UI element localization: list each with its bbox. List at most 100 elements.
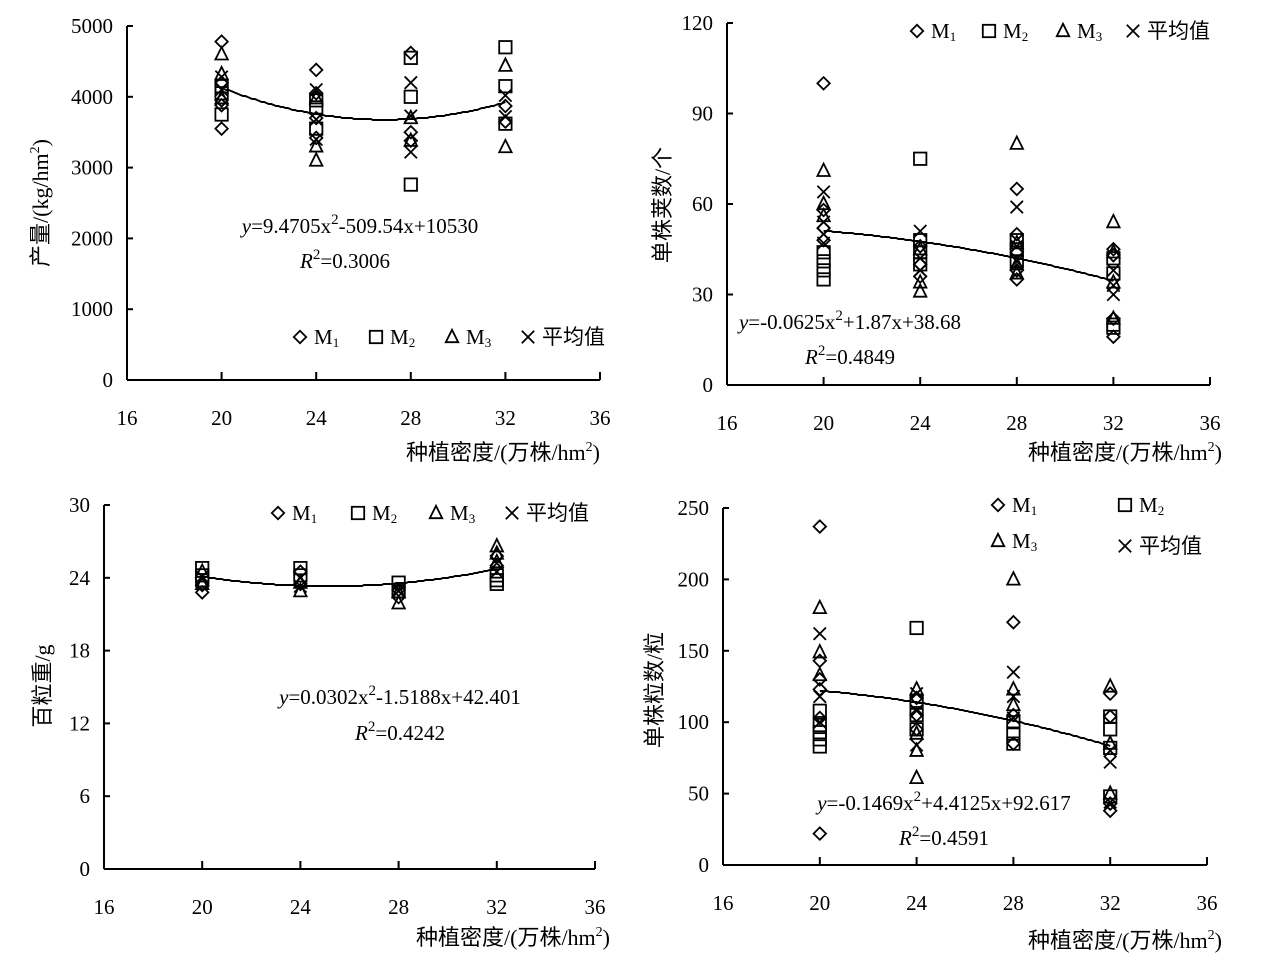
diamond-marker [1102,709,1118,724]
y-axis-title-main: 百粒重/g [30,644,55,727]
legend-triangle-marker [444,327,460,344]
legend-triangle-marker [428,503,444,520]
x-tick-label: 36 [585,895,606,919]
legend-label: M1 [931,19,956,44]
equation-y: y [815,791,827,815]
x-axis-title-sup: 2 [1208,928,1215,943]
legend-square-marker [981,23,997,39]
cross-marker [913,224,928,238]
x-tick-label: 16 [717,411,738,435]
x-axis-title: 种植密度/(万株/hm2) [1028,928,1222,953]
legend-item-1: M1 [909,19,956,44]
triangle-marker [1005,570,1022,586]
triangle-marker [489,544,505,560]
cross-marker [1103,795,1118,810]
r-squared-value: =0.4242 [375,721,445,745]
triangle-marker [812,598,828,615]
square-marker [1006,736,1021,751]
y-tick-label: 60 [692,192,713,216]
legend-item-2: M2 [981,19,1028,44]
legend: M1 M2 M3 平均值 [909,19,1210,44]
trend-equation: y=-0.0625x2+1.87x+38.68 [737,308,961,334]
diamond-marker [1009,181,1025,197]
cross-marker [1106,287,1121,302]
r-squared: R2=0.4242 [354,719,445,745]
equation-part2: -509.54x+10530 [339,214,479,238]
square-marker [309,121,324,136]
x-tick-label: 16 [713,891,734,915]
x-axis-title: 种植密度/(万株/hm2) [416,925,610,950]
diamond-marker [816,232,832,248]
diamond-marker [909,690,925,706]
x-tick-label: 16 [94,895,115,919]
legend-item-3: M3 [444,325,491,350]
square-marker [812,725,827,740]
x-tick-label: 24 [906,891,928,915]
triangle-marker [1005,680,1022,696]
y-tick-label: 12 [69,711,90,735]
legend-label: M3 [466,325,491,350]
series-square [195,560,504,599]
triangle-marker [308,137,324,153]
equation-sup: 2 [914,789,922,805]
legend-item-4: 平均值 [1118,534,1202,558]
square-marker [812,732,827,747]
legend-item-2: M2 [368,325,415,350]
y-tick-label: 30 [69,493,90,517]
square-marker [1006,726,1021,741]
y-tick-label: 6 [80,784,91,808]
diamond-marker [1102,803,1118,819]
x-axis-title-close: ) [593,440,600,465]
y-tick-label: 24 [69,566,91,590]
legend-label: M1 [314,325,339,350]
equation-part1: =-0.0625x [748,310,836,334]
legend-label: 平均值 [1147,19,1210,43]
square-marker [909,722,924,737]
x-tick-label: 28 [1006,411,1027,435]
square-marker [816,254,831,269]
legend-diamond-marker [270,505,286,521]
y-tick-label: 0 [703,373,714,397]
x-axis-title-main: 种植密度/(万株/hm [1028,440,1208,465]
legend-item-1: M1 [990,493,1037,518]
cross-marker [812,715,827,730]
diamond-marker [912,256,928,272]
square-marker [1103,709,1118,724]
legend-label: M2 [1139,493,1164,518]
triangle-marker [497,56,514,72]
diamond-marker [912,238,928,254]
y-tick-label: 1000 [71,297,113,321]
triangle-marker [1102,734,1118,750]
equation-sup: 2 [835,308,843,324]
x-axis-title: 种植密度/(万株/hm2) [406,440,600,465]
diamond-marker [1105,311,1121,327]
cross-marker [913,251,928,266]
series-triangle [213,45,514,167]
x-tick-label: 20 [192,895,213,919]
legend-cross-marker [521,330,535,344]
series-cross [816,185,1121,302]
triangle-marker [308,151,324,167]
legend-label: M2 [1003,19,1028,44]
x-tick-label: 20 [211,406,232,430]
triangle-marker [213,89,230,105]
legend-cross-marker [1118,539,1132,553]
diamond-marker [812,710,828,726]
r-squared-value: =0.4849 [825,345,895,369]
equation-y: y [277,685,289,709]
square-marker [812,717,827,733]
legend-label: M3 [1012,529,1037,554]
legend-item-4: 平均值 [505,501,589,525]
y-tick-label: 4000 [71,85,113,109]
legend-label: M2 [390,325,415,350]
r-squared-value: =0.3006 [320,249,390,273]
cross-marker [1006,689,1021,704]
legend-item-3: M3 [1055,19,1102,44]
square-marker [489,576,504,591]
legend-label: M3 [450,501,475,526]
diamond-marker [497,98,513,114]
triangle-marker [912,282,928,298]
series-cross [195,556,504,598]
